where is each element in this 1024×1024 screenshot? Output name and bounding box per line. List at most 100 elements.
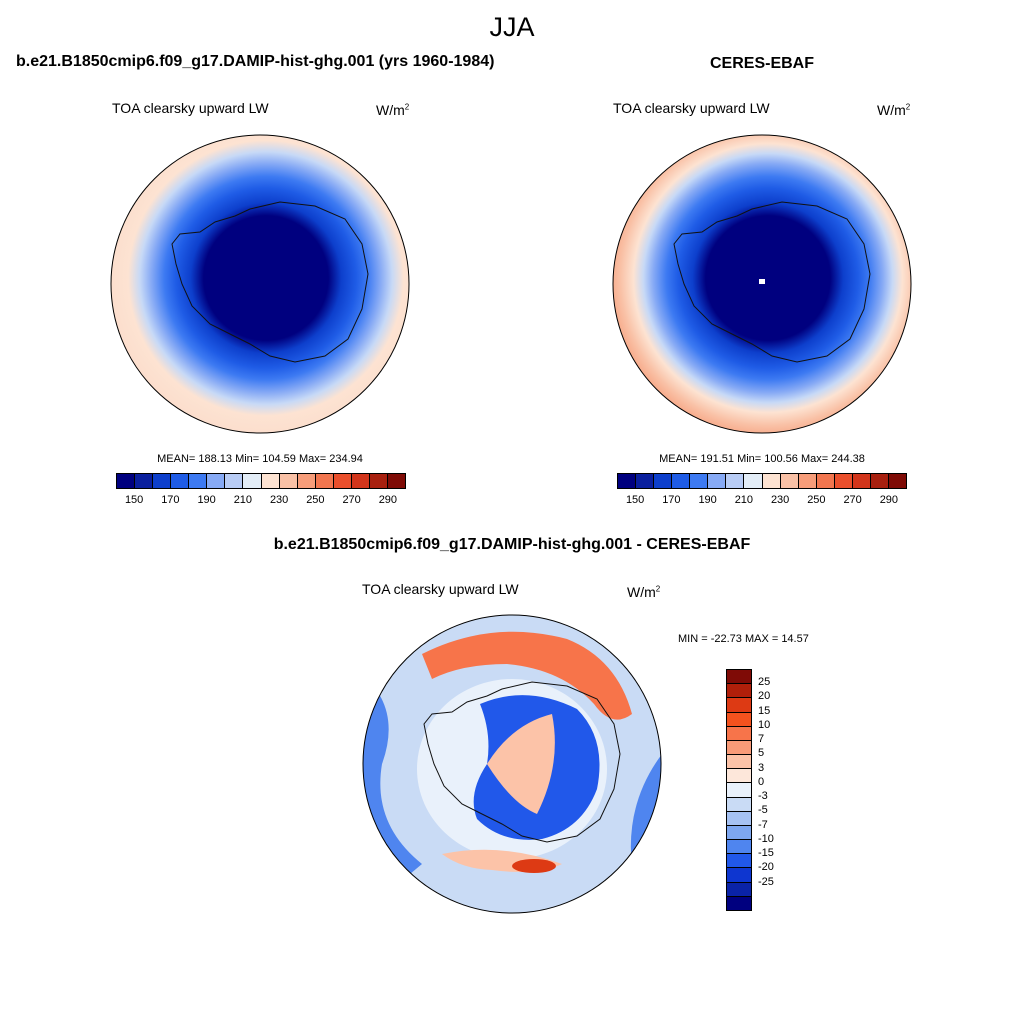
colorbar-tick-label: 270 xyxy=(342,494,361,506)
colorbar-swatch xyxy=(152,474,171,488)
colorbar-tick-label: 20 xyxy=(758,690,771,703)
colorbar-swatch xyxy=(727,697,751,712)
colorbar-swatch xyxy=(727,711,751,726)
colorbar-swatch xyxy=(727,895,751,910)
colorbar-swatch xyxy=(725,474,744,488)
colorbar-swatch xyxy=(689,474,708,488)
colorbar-tick-label: 0 xyxy=(758,775,765,788)
colorbar-swatch xyxy=(727,754,751,769)
colorbar-tick-label: 190 xyxy=(698,494,717,506)
colorbar-swatch xyxy=(761,474,780,488)
colorbar-swatch xyxy=(727,796,751,811)
colorbar-swatch xyxy=(278,474,297,488)
colorbar-tick-label: 5 xyxy=(758,747,765,760)
colorbar-tick-label: 230 xyxy=(269,494,289,506)
colorbar-tick-label: -20 xyxy=(758,861,774,874)
panel-1-field xyxy=(111,135,409,433)
colorbar-swatch xyxy=(671,474,690,488)
colorbar-swatch xyxy=(188,474,207,488)
colorbar-swatch xyxy=(206,474,225,488)
panel-1-colorbar xyxy=(116,473,406,489)
colorbar-tick-label: -25 xyxy=(758,875,774,888)
colorbar-swatch xyxy=(618,474,636,488)
panel-2-title: CERES-EBAF xyxy=(709,55,814,72)
colorbar-swatch xyxy=(653,474,672,488)
colorbar-tick-label: 15 xyxy=(758,704,771,717)
figure-title: JJA xyxy=(489,12,535,42)
difference-antarctica-coastline xyxy=(423,681,621,843)
colorbar-swatch xyxy=(707,474,726,488)
panel-1-map xyxy=(110,134,410,434)
colorbar-tick-label: -5 xyxy=(758,804,768,817)
colorbar-swatch xyxy=(815,474,834,488)
difference-title: b.e21.B1850cmip6.f09_g17.DAMIP-hist-ghg.… xyxy=(273,536,751,553)
colorbar-swatch xyxy=(635,474,654,488)
colorbar-tick-label: 250 xyxy=(807,494,826,506)
colorbar-tick-label: 170 xyxy=(662,494,681,506)
difference-variable: TOA clearsky upward LW xyxy=(362,581,519,597)
colorbar-tick-label: 3 xyxy=(758,761,765,774)
panel-2-map-border xyxy=(612,134,912,434)
colorbar-swatch xyxy=(727,881,751,896)
colorbar-tick-label: 7 xyxy=(758,733,765,746)
colorbar-swatch xyxy=(368,474,387,488)
colorbar-swatch xyxy=(727,768,751,783)
panel-2-stats: MEAN= 191.51 Min= 100.56 Max= 244.38 xyxy=(659,453,865,465)
colorbar-tick-label: 150 xyxy=(124,494,144,506)
panel-1-title: b.e21.B1850cmip6.f09_g17.DAMIP-hist-ghg.… xyxy=(16,53,495,70)
panel-2-variable: TOA clearsky upward LW xyxy=(613,100,770,116)
colorbar-tick-label: -7 xyxy=(758,818,768,831)
colorbar-swatch xyxy=(727,725,751,740)
difference-stats: MIN = -22.73 MAX = 14.57 xyxy=(678,633,809,645)
difference-map-border xyxy=(362,614,662,914)
colorbar-tick-label: 25 xyxy=(758,676,771,689)
colorbar-swatch xyxy=(224,474,243,488)
colorbar-tick-label: 290 xyxy=(879,494,899,506)
colorbar-swatch xyxy=(260,474,279,488)
colorbar-swatch xyxy=(743,474,762,488)
difference-antarctic-positive xyxy=(487,714,555,814)
colorbar-swatch xyxy=(727,739,751,755)
colorbar-swatch xyxy=(242,474,261,488)
colorbar-tick-label: 250 xyxy=(306,494,325,506)
panel-1-antarctica-coastline xyxy=(171,201,369,363)
colorbar-swatch xyxy=(727,683,751,698)
panel-1-map-border xyxy=(110,134,410,434)
panel-2-colorbar xyxy=(617,473,907,489)
colorbar-tick-label: 290 xyxy=(378,494,398,506)
panel-1-stats: MEAN= 188.13 Min= 104.59 Max= 234.94 xyxy=(157,453,363,465)
colorbar-swatch xyxy=(727,867,751,882)
colorbar-swatch xyxy=(117,474,135,488)
colorbar-swatch xyxy=(727,839,751,854)
colorbar-tick-label: 10 xyxy=(758,718,771,731)
colorbar-swatch xyxy=(887,474,906,488)
difference-colorbar xyxy=(726,669,752,911)
colorbar-swatch xyxy=(779,474,798,488)
panel-2-missing-data xyxy=(759,279,765,284)
colorbar-tick-label: 190 xyxy=(197,494,216,506)
colorbar-swatch xyxy=(727,670,751,684)
panel-2-map xyxy=(612,134,912,434)
colorbar-swatch xyxy=(332,474,351,488)
difference-units: W/m2 xyxy=(627,584,661,600)
panel-1-variable: TOA clearsky upward LW xyxy=(112,100,269,116)
colorbar-swatch xyxy=(350,474,369,488)
colorbar-tick-label: -3 xyxy=(758,790,768,803)
colorbar-swatch xyxy=(869,474,888,488)
colorbar-swatch xyxy=(386,474,405,488)
colorbar-swatch xyxy=(727,810,751,825)
colorbar-swatch xyxy=(727,782,751,797)
colorbar-tick-label: -15 xyxy=(758,847,774,860)
difference-map xyxy=(362,614,662,914)
colorbar-swatch xyxy=(314,474,333,488)
colorbar-swatch xyxy=(134,474,153,488)
colorbar-tick-label: 230 xyxy=(770,494,790,506)
colorbar-tick-label: 150 xyxy=(625,494,645,506)
colorbar-swatch xyxy=(797,474,816,488)
colorbar-swatch xyxy=(727,824,751,840)
panel-2-units: W/m2 xyxy=(877,102,911,118)
colorbar-tick-label: -10 xyxy=(758,832,774,845)
colorbar-swatch xyxy=(833,474,852,488)
colorbar-swatch xyxy=(727,853,751,868)
colorbar-swatch xyxy=(851,474,870,488)
